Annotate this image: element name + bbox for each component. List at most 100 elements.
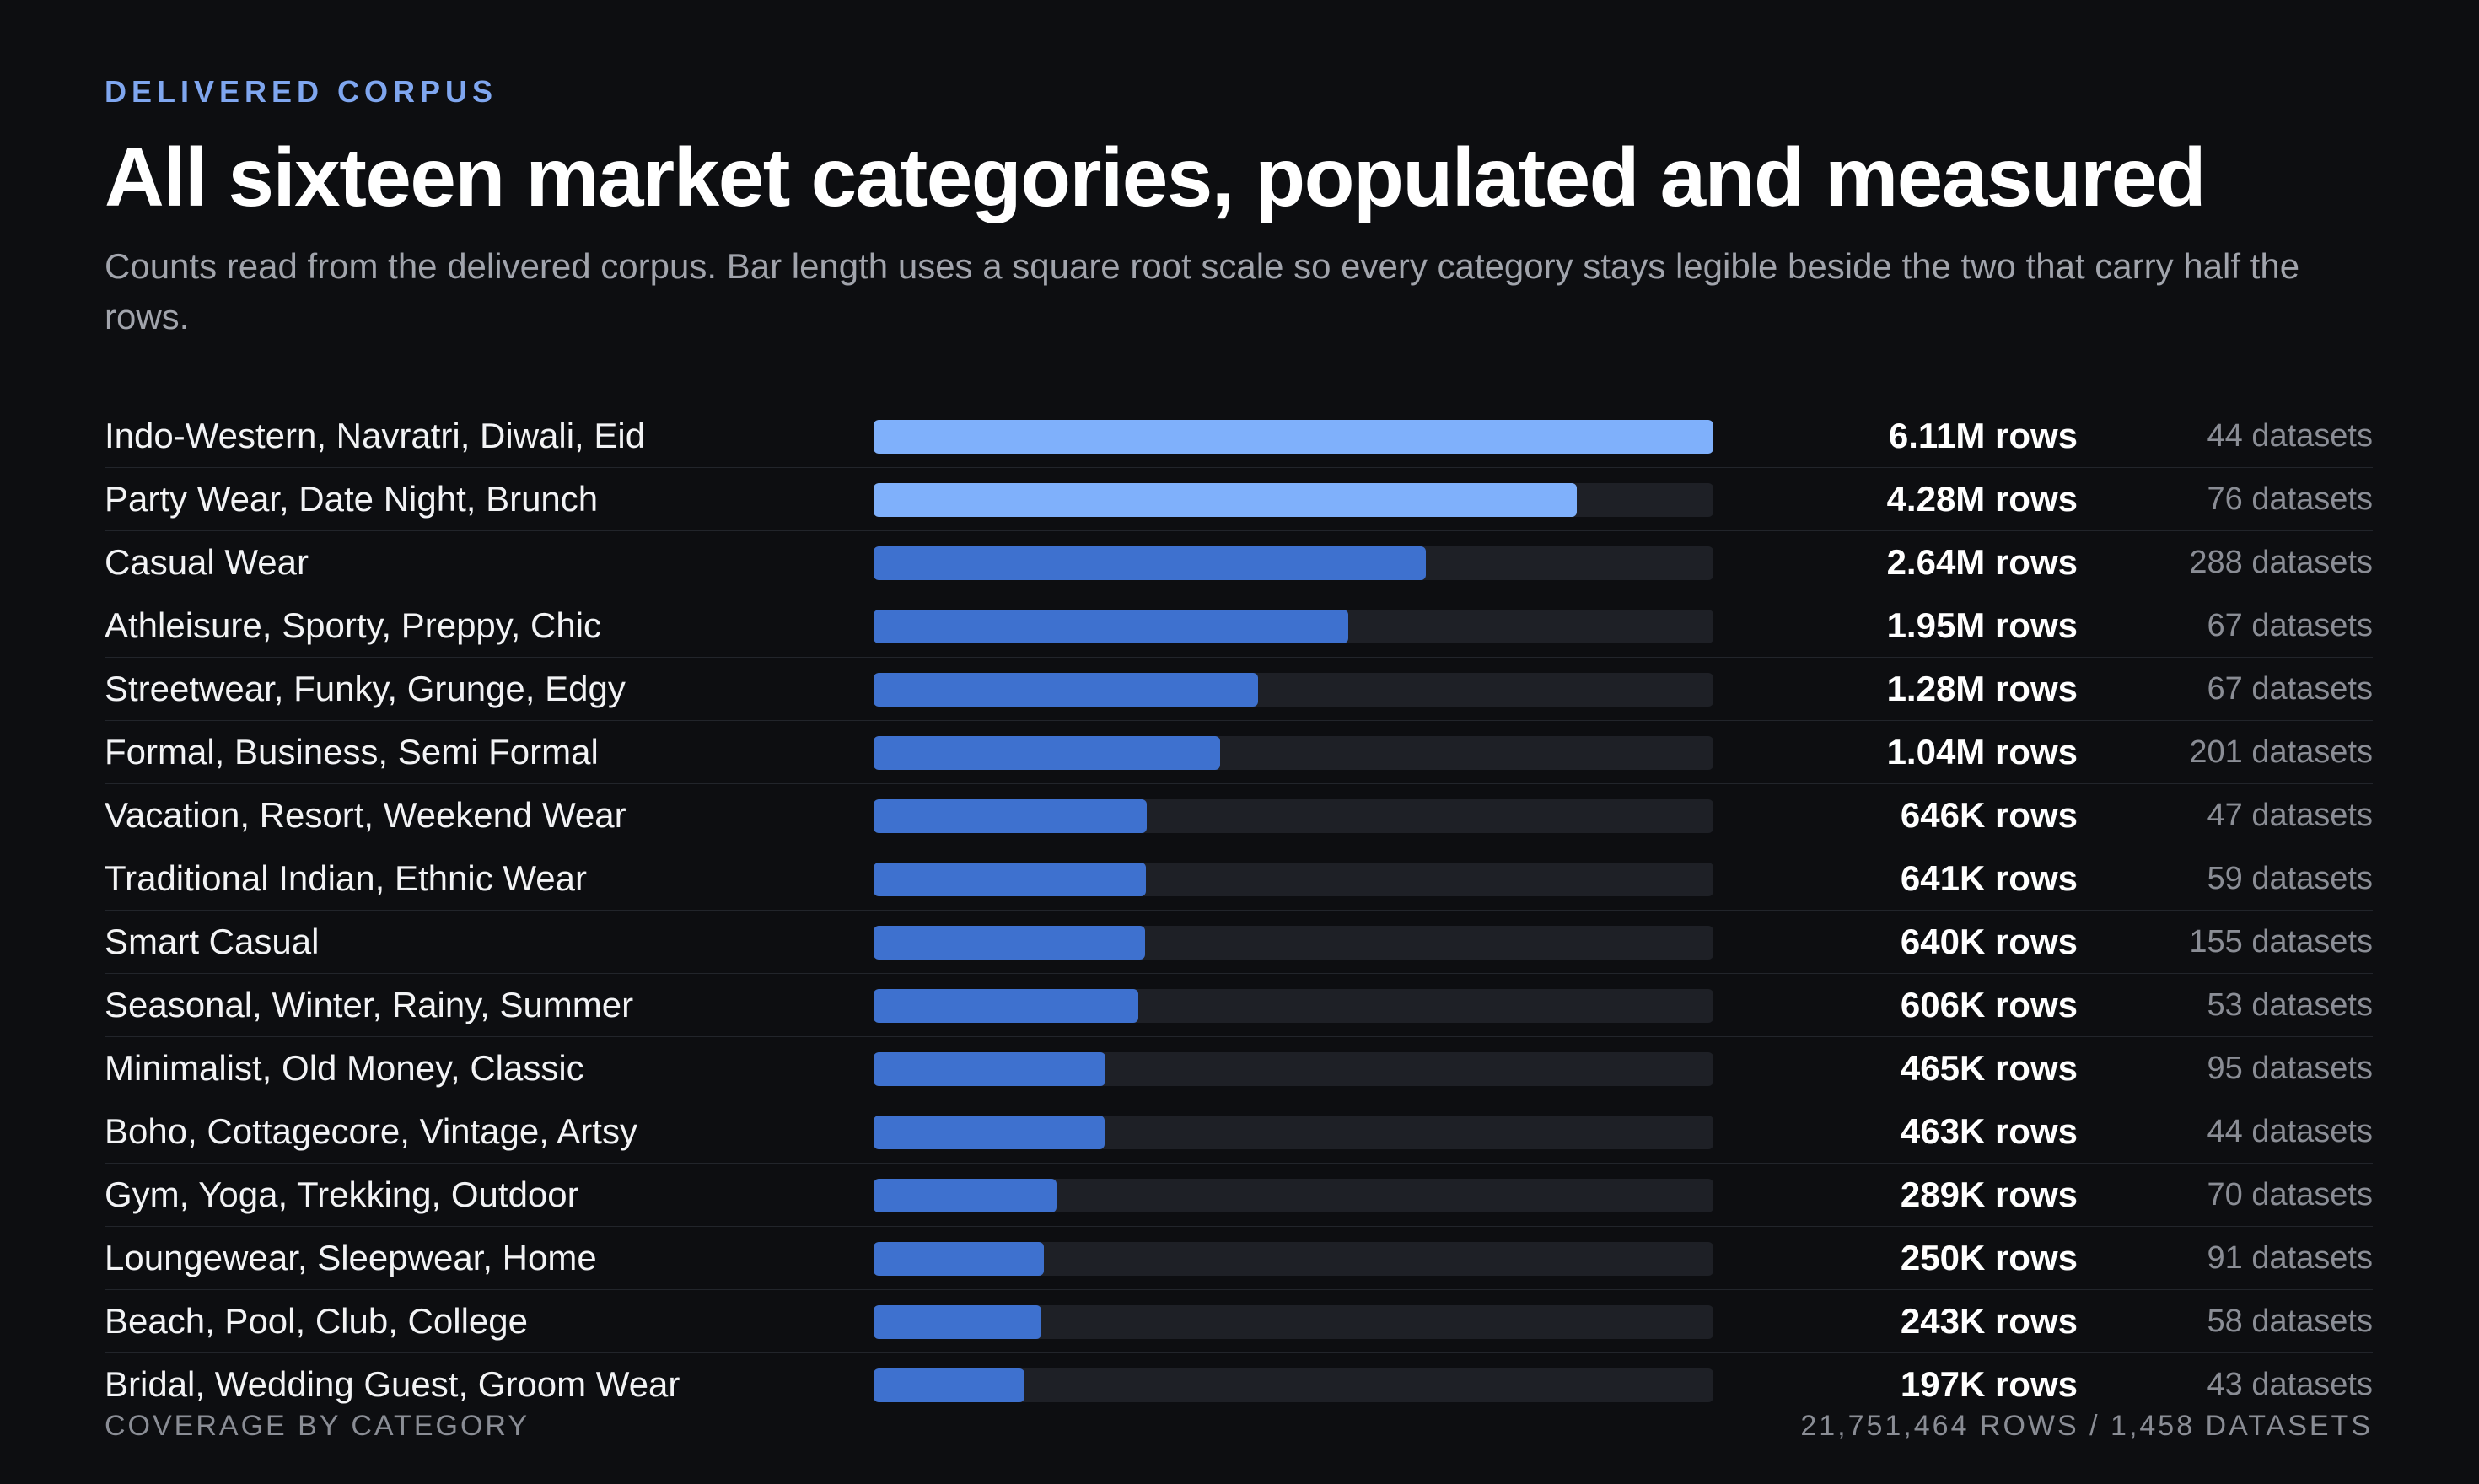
bar-track — [874, 736, 1713, 770]
bar — [874, 1116, 1105, 1149]
bar — [874, 863, 1146, 896]
row-count-label: 463K rows — [1900, 1111, 2078, 1151]
bar-track — [874, 610, 1713, 643]
row-count-label: 641K rows — [1900, 858, 2078, 898]
chart-title: All sixteen market categories, populated… — [105, 131, 2207, 223]
dataset-count-label: 58 datasets — [2207, 1304, 2373, 1339]
category-row: Casual Wear 2.64M rows 288 datasets — [105, 531, 2373, 594]
dataset-count-label: 44 datasets — [2207, 1114, 2373, 1149]
bar-track — [874, 926, 1713, 960]
category-row: Loungewear, Sleepwear, Home 250K rows 91 d… — [105, 1227, 2373, 1290]
bar-track — [874, 1052, 1713, 1086]
row-count-label: 4.28M rows — [1886, 479, 2078, 519]
row-count-label: 2.64M rows — [1886, 542, 2078, 582]
category-row: Party Wear, Date Night, Brunch 4.28M rows… — [105, 468, 2373, 531]
dataset-count-label: 59 datasets — [2207, 861, 2373, 896]
dataset-count-label: 76 datasets — [2207, 481, 2373, 517]
bar-track — [874, 1179, 1713, 1212]
row-count-label: 197K rows — [1900, 1364, 2078, 1404]
bar — [874, 546, 1426, 580]
category-row: Smart Casual 640K rows 155 datasets — [105, 911, 2373, 974]
dataset-count-label: 43 datasets — [2207, 1367, 2373, 1402]
category-row: Formal, Business, Semi Formal 1.04M rows 2… — [105, 721, 2373, 784]
bar-track — [874, 799, 1713, 833]
bar-track — [874, 1242, 1713, 1276]
row-count-label: 243K rows — [1900, 1301, 2078, 1341]
category-row: Traditional Indian, Ethnic Wear 641K rows… — [105, 847, 2373, 911]
row-count-label: 250K rows — [1900, 1238, 2078, 1277]
dataset-count-label: 288 datasets — [2189, 545, 2373, 580]
category-label: Minimalist, Old Money, Classic — [105, 1048, 584, 1088]
category-row: Athleisure, Sporty, Preppy, Chic 1.95M ro… — [105, 594, 2373, 658]
bar-track — [874, 673, 1713, 707]
category-row: Beach, Pool, Club, College 243K rows 58 da… — [105, 1290, 2373, 1353]
bar — [874, 799, 1147, 833]
row-count-label: 465K rows — [1900, 1048, 2078, 1088]
category-row: Minimalist, Old Money, Classic 465K rows 9… — [105, 1037, 2373, 1100]
bar-track — [874, 863, 1713, 896]
row-count-label: 6.11M rows — [1888, 416, 2078, 455]
category-row: Bridal, Wedding Guest, Groom Wear 197K ro… — [105, 1353, 2373, 1416]
category-row: Boho, Cottagecore, Vintage, Artsy 463K ro… — [105, 1100, 2373, 1164]
bar — [874, 673, 1258, 707]
footer-caption: COVERAGE BY CATEGORY — [105, 1410, 530, 1442]
bar — [874, 420, 1713, 454]
bar — [874, 1052, 1105, 1086]
category-label: Streetwear, Funky, Grunge, Edgy — [105, 669, 626, 708]
bar-track — [874, 1305, 1713, 1339]
category-label: Traditional Indian, Ethnic Wear — [105, 858, 587, 898]
row-count-label: 1.28M rows — [1886, 669, 2078, 708]
bar — [874, 926, 1146, 960]
category-label: Casual Wear — [105, 542, 309, 582]
row-count-label: 646K rows — [1900, 795, 2078, 835]
category-row: Indo-Western, Navratri, Diwali, Eid 6.11M… — [105, 405, 2373, 468]
bar — [874, 1179, 1057, 1212]
bar-track — [874, 1368, 1713, 1402]
dataset-count-label: 47 datasets — [2207, 798, 2373, 833]
category-label: Seasonal, Winter, Rainy, Summer — [105, 985, 634, 1024]
bar-track — [874, 989, 1713, 1023]
row-count-label: 606K rows — [1900, 985, 2078, 1024]
dataset-count-label: 91 datasets — [2207, 1240, 2373, 1276]
bar — [874, 736, 1220, 770]
bar — [874, 483, 1577, 517]
bar-track — [874, 420, 1713, 454]
category-label: Loungewear, Sleepwear, Home — [105, 1238, 597, 1277]
category-label: Gym, Yoga, Trekking, Outdoor — [105, 1175, 579, 1214]
category-label: Boho, Cottagecore, Vintage, Artsy — [105, 1111, 637, 1151]
dataset-count-label: 155 datasets — [2189, 924, 2373, 960]
dataset-count-label: 44 datasets — [2207, 418, 2373, 454]
row-count-label: 1.04M rows — [1886, 732, 2078, 772]
row-count-label: 1.95M rows — [1886, 605, 2078, 645]
category-label: Smart Casual — [105, 922, 320, 961]
category-label: Party Wear, Date Night, Brunch — [105, 479, 599, 519]
row-count-label: 640K rows — [1900, 922, 2078, 961]
category-label: Indo-Western, Navratri, Diwali, Eid — [105, 416, 646, 455]
dataset-count-label: 67 datasets — [2207, 671, 2373, 707]
dataset-count-label: 70 datasets — [2207, 1177, 2373, 1212]
bar — [874, 1368, 1024, 1402]
bar-track — [874, 483, 1713, 517]
category-row: Seasonal, Winter, Rainy, Summer 606K rows… — [105, 974, 2373, 1037]
bar — [874, 989, 1138, 1023]
dataset-count-label: 67 datasets — [2207, 608, 2373, 643]
bar-track — [874, 546, 1713, 580]
bar-track — [874, 1116, 1713, 1149]
category-label: Bridal, Wedding Guest, Groom Wear — [105, 1364, 680, 1404]
row-count-label: 289K rows — [1900, 1175, 2078, 1214]
dataset-count-label: 53 datasets — [2207, 987, 2373, 1023]
category-row: Streetwear, Funky, Grunge, Edgy 1.28M row… — [105, 658, 2373, 721]
chart-subtitle: Counts read from the delivered corpus. B… — [105, 246, 2300, 336]
dataset-count-label: 201 datasets — [2189, 734, 2373, 770]
bar — [874, 1242, 1044, 1276]
bar — [874, 610, 1348, 643]
bar — [874, 1305, 1041, 1339]
category-rows: Indo-Western, Navratri, Diwali, Eid 6.11M… — [105, 405, 2373, 1416]
category-row: Gym, Yoga, Trekking, Outdoor 289K rows 70 … — [105, 1164, 2373, 1227]
category-label: Athleisure, Sporty, Preppy, Chic — [105, 605, 602, 645]
dataset-count-label: 95 datasets — [2207, 1051, 2373, 1086]
category-row: Vacation, Resort, Weekend Wear 646K rows 4… — [105, 784, 2373, 847]
category-label: Beach, Pool, Club, College — [105, 1301, 528, 1341]
category-label: Vacation, Resort, Weekend Wear — [105, 795, 626, 835]
